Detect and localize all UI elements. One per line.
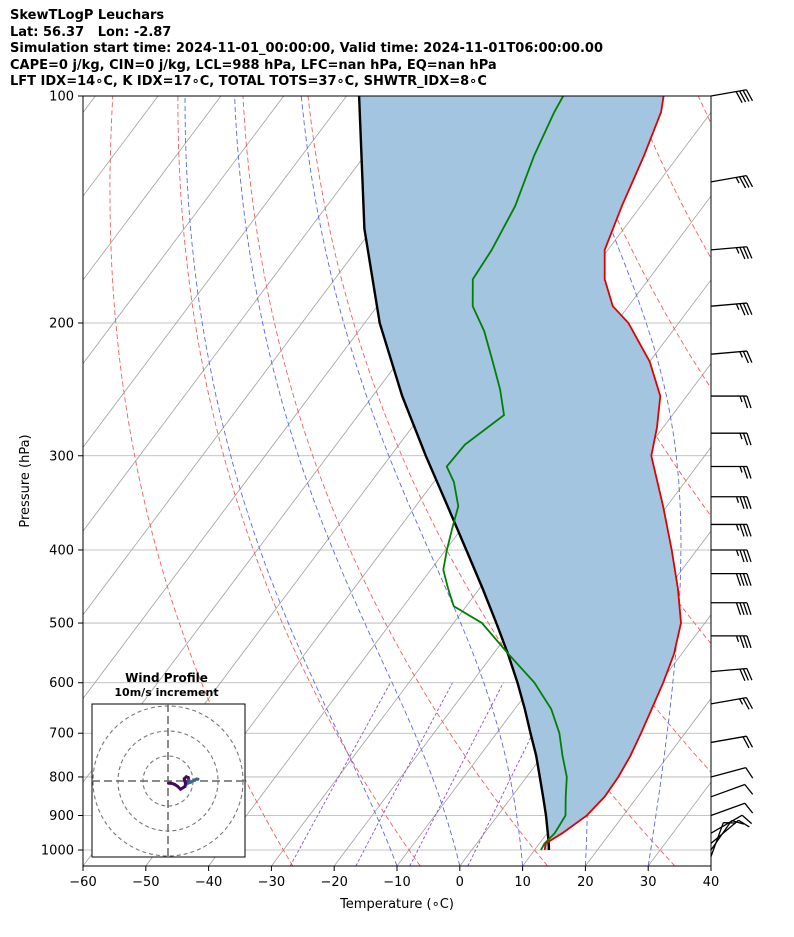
cape-shading	[359, 96, 681, 850]
x-tick-label: −40	[195, 875, 222, 890]
x-tick-label: 30	[640, 875, 657, 890]
moist-adiabat	[300, 96, 524, 866]
wind-barb	[710, 767, 754, 779]
x-tick-label: 40	[703, 875, 720, 890]
x-tick-label: −30	[258, 875, 285, 890]
wind-barb	[710, 350, 753, 364]
x-tick-label: 20	[577, 875, 594, 890]
isotherm	[647, 781, 711, 866]
wind-barb	[710, 89, 754, 104]
wind-barb	[711, 432, 752, 446]
wind-barb	[710, 819, 750, 844]
x-tick-label: −20	[320, 875, 347, 890]
x-axis-label: Temperature (∘C)	[339, 897, 454, 912]
dewpoint-line	[442, 96, 568, 851]
dry-adiabat	[632, 96, 711, 260]
x-tick-label: 0	[456, 875, 464, 890]
wind-barb	[710, 822, 736, 857]
wind-barb	[710, 175, 754, 189]
moist-adiabat	[710, 863, 711, 866]
y-tick-label: 400	[49, 543, 74, 558]
wind-barb	[710, 814, 753, 834]
dry-adiabat	[242, 96, 548, 866]
inset-area	[92, 704, 245, 857]
x-tick-label: 10	[514, 875, 531, 890]
temperature-line	[543, 96, 682, 851]
wind-barb	[711, 465, 752, 479]
moist-adiabat	[184, 96, 398, 866]
y-tick-label: 200	[49, 316, 74, 331]
x-tick-label: −50	[132, 875, 159, 890]
plot-area	[83, 96, 794, 866]
mixing-ratio-line	[409, 682, 504, 866]
y-tick-label: 700	[49, 727, 74, 742]
isotherm	[83, 96, 96, 114]
title-block: SkewTLogP Leuchars Lat: 56.37 Lon: -2.87…	[10, 8, 603, 91]
y-tick-label: 300	[49, 449, 74, 464]
moist-adiabat	[562, 96, 682, 866]
mixing-ratio-line	[355, 682, 453, 866]
inset-title: Wind Profile	[125, 671, 208, 685]
time-line: Simulation start time: 2024-11-01_00:00:…	[10, 41, 603, 57]
y-tick-label: 800	[49, 770, 74, 785]
dry-adiabat	[567, 96, 711, 390]
y-tick-label: 1000	[41, 844, 74, 859]
wind-barb	[711, 602, 752, 615]
wind-barb	[711, 549, 752, 563]
wind-barb	[711, 395, 752, 409]
isotherm	[585, 697, 711, 866]
wind-barb	[710, 246, 753, 260]
isotherm	[83, 96, 410, 532]
x-tick-label: −60	[69, 875, 96, 890]
dry-adiabat	[307, 96, 676, 866]
inset-subtitle: 10m/s increment	[114, 686, 218, 699]
wind-barb	[710, 735, 754, 749]
wind-barb	[711, 523, 752, 537]
wind-barb	[711, 496, 752, 509]
wind-barb	[711, 572, 752, 586]
wind-barb	[710, 696, 754, 710]
indices-line-2: LFT IDX=14∘C, K IDX=17∘C, TOTAL TOTS=37∘…	[10, 74, 487, 90]
y-tick-label: 500	[49, 617, 74, 632]
y-axis-label: Pressure (hPa)	[18, 434, 33, 527]
isotherm	[83, 96, 347, 448]
x-tick-label: −10	[383, 875, 410, 890]
chart-title: SkewTLogP Leuchars	[10, 8, 165, 23]
y-tick-label: 100	[49, 90, 74, 105]
wind-barb	[710, 302, 753, 316]
parcel-line	[357, 96, 551, 851]
location-line: Lat: 56.37 Lon: -2.87	[10, 24, 172, 40]
dry-adiabat	[502, 96, 711, 517]
wind-barb	[710, 783, 754, 798]
dry-adiabat	[763, 96, 794, 866]
wind-barb	[710, 667, 753, 681]
isotherm	[83, 96, 222, 281]
wind-barb	[710, 802, 754, 817]
indices-line-1: CAPE=0 j/kg, CIN=0 j/kg, LCL=988 hPa, LF…	[10, 57, 497, 73]
dry-adiabat	[697, 96, 711, 125]
y-tick-label: 900	[49, 809, 74, 824]
dry-adiabat	[177, 96, 421, 866]
y-tick-label: 600	[49, 676, 74, 691]
isotherm	[83, 96, 285, 365]
wind-barb	[711, 635, 752, 649]
isotherm	[710, 865, 711, 866]
wind-barb	[710, 819, 744, 851]
